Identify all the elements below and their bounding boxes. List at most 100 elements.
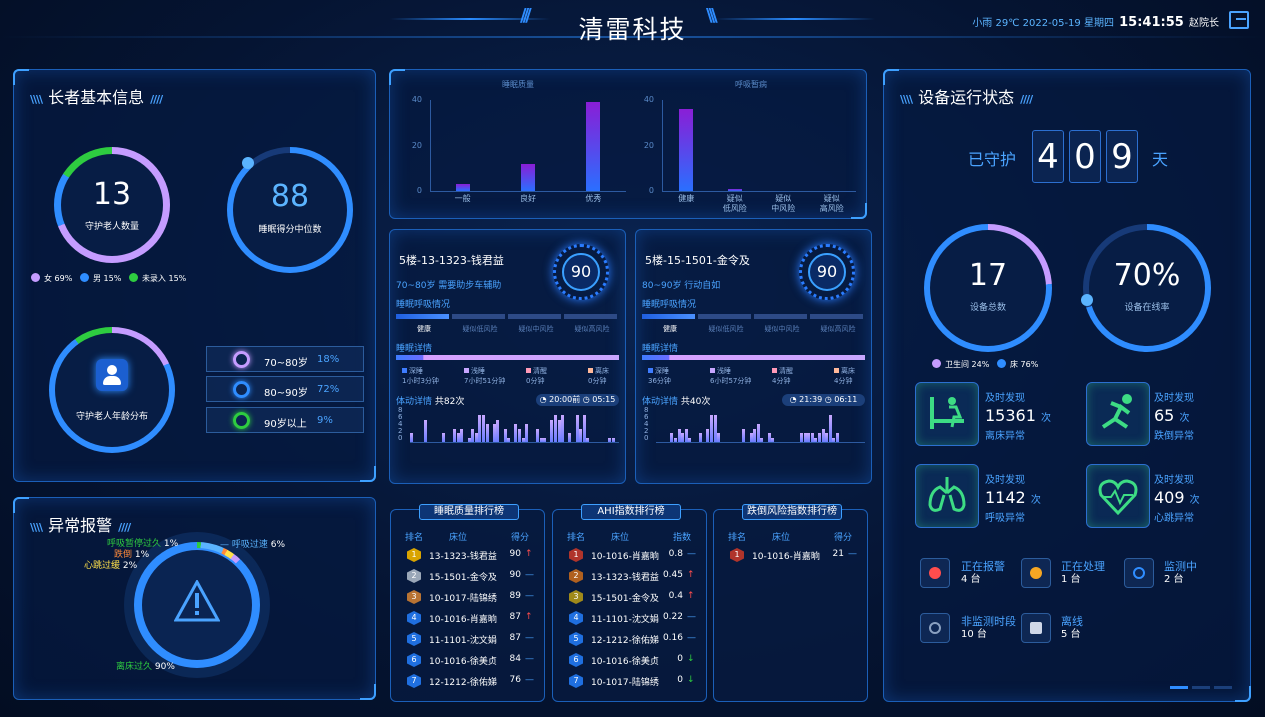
movement-y-tick: 2 — [398, 427, 403, 435]
legend-unrecorded: 未录入 15% — [128, 273, 186, 283]
movement-title: 体动详情 共82次 — [396, 394, 464, 407]
movement-bar — [543, 437, 547, 442]
stat-color-icon — [464, 368, 469, 373]
pager-dot[interactable] — [1214, 686, 1232, 689]
table-row[interactable]: 6 10-1016-徐美贞 0 ↓ — [553, 651, 708, 671]
chart-title-sleep: 睡眠质量 — [502, 80, 534, 89]
sleep-score-value: 90 — [562, 253, 600, 291]
ranking-title: 睡眠质量排行榜 — [419, 504, 519, 520]
movement-bar — [677, 428, 681, 442]
elder-card-1[interactable]: 5楼-13-1323-钱君益 70~80岁 需要助步车辅助 90 睡眠呼吸情况 健康 疑似… — [389, 229, 626, 484]
table-row[interactable]: 7 12-1212-徐佑娣 76 — — [391, 672, 546, 692]
pager-dot-active[interactable] — [1170, 686, 1188, 689]
device-online-label: 设备在线率 — [1124, 303, 1170, 313]
table-row[interactable]: 1 10-1016-肖嘉晌 21 — — [714, 546, 869, 566]
device-online-value: 70% — [1113, 258, 1181, 293]
detect-leave-bed: 及时发现 15361 次离床异常 — [985, 393, 1051, 442]
movement-y-tick: 0 — [644, 434, 649, 442]
movement-bar — [611, 437, 615, 442]
movement-bar — [474, 433, 478, 442]
table-row[interactable]: 5 11-1101-沈文娟 87 — — [391, 630, 546, 650]
status-offline[interactable]: 离线 5 台 — [1061, 615, 1083, 640]
stat-color-icon — [710, 368, 715, 373]
time-range-pill[interactable]: ◔ 21:39 ◷ 06:11 — [782, 394, 865, 406]
header-baseline — [0, 36, 1265, 38]
movement-bar — [828, 415, 832, 442]
trend-icon: ↑ — [687, 570, 695, 580]
movement-bar — [749, 433, 753, 442]
table-row[interactable]: 1 13-1323-钱君益 90 ↑ — [391, 546, 546, 566]
movement-bar — [608, 437, 611, 442]
lungs-icon — [915, 464, 979, 528]
status-alarming[interactable]: 正在报警 4 台 — [961, 560, 1005, 585]
table-row[interactable]: 6 10-1016-徐美贞 84 — — [391, 651, 546, 671]
stat-key: 离床 — [595, 367, 609, 375]
movement-bar — [814, 437, 818, 442]
stat-key: 清醒 — [779, 367, 793, 375]
elder-card-2[interactable]: 5楼-15-1501-金令及 80~90岁 行动自如 90 睡眠呼吸情况 健康 疑似低风险… — [635, 229, 872, 484]
table-row[interactable]: 2 15-1501-金令及 90 — — [391, 567, 546, 587]
y-tick-label: 40 — [411, 95, 422, 104]
risk-label: 疑似高风险 — [820, 325, 856, 333]
rank-badge: 7 — [407, 674, 421, 688]
rank-badge: 5 — [407, 632, 421, 646]
stat-value: 0分钟 — [526, 377, 545, 385]
movement-bar — [674, 437, 677, 442]
trend-icon: — — [687, 633, 696, 643]
alarm-label-fall: 跌倒 1% — [114, 550, 150, 560]
status-off-hours[interactable]: 非监测时段 10 台 — [961, 615, 1016, 640]
header-line-left — [390, 18, 550, 20]
table-row[interactable]: 4 11-1101-沈文娟 0.22 — — [553, 609, 708, 629]
start-time: 21:39 — [799, 395, 823, 404]
logout-icon[interactable] — [1229, 11, 1249, 29]
movement-y-tick: 2 — [644, 427, 649, 435]
row-score: 87 — [509, 633, 521, 643]
table-row[interactable]: 7 10-1017-陆锦绣 0 ↓ — [553, 672, 708, 692]
age-row-70-80: 70~80岁 18% — [206, 346, 364, 372]
risk-segment — [396, 314, 449, 319]
user-name[interactable]: 赵院长 — [1189, 18, 1219, 29]
sleep-stage-bar — [642, 355, 865, 360]
stat-color-icon — [772, 368, 777, 373]
offline-icon — [1021, 613, 1051, 643]
bed-name: 10-1017-陆锦绣 — [429, 594, 497, 604]
movement-bar — [810, 433, 814, 442]
elder-count-ring: 13 守护老人数量 — [54, 147, 170, 263]
device-total-label: 设备总数 — [969, 303, 1006, 313]
movement-bar — [699, 433, 703, 442]
clock-time: 15:41:55 — [1119, 15, 1184, 30]
stat-value: 7小时51分钟 — [464, 377, 506, 385]
row-score: 0.8 — [668, 549, 683, 559]
alarm-title: \\\\ 异常报警//// — [30, 516, 131, 535]
row-score: 0 — [677, 675, 683, 685]
movement-bar — [568, 433, 572, 442]
breathing-chart: 40 20 0 健康 疑似 低风险 疑似 中风险 疑似 高风险 — [390, 70, 868, 220]
elder-info-title: \\\\ 长者基本信息//// — [30, 88, 163, 107]
table-row[interactable]: 4 10-1016-肖嘉晌 87 ↑ — [391, 609, 546, 629]
movement-bar — [485, 424, 489, 442]
table-row[interactable]: 5 12-1212-徐佑娣 0.16 — — [553, 630, 708, 650]
device-status-panel: \\\\ 设备运行状态//// 已守护 4 0 9 天 17 设备总数 70% 设… — [883, 69, 1251, 702]
table-row[interactable]: 3 15-1501-金令及 0.4 ↑ — [553, 588, 708, 608]
table-row[interactable]: 1 10-1016-肖嘉晌 0.8 — — [553, 546, 708, 566]
pager-dot[interactable] — [1192, 686, 1210, 689]
table-row[interactable]: 2 13-1323-钱君益 0.45 ↑ — [553, 567, 708, 587]
status-monitoring[interactable]: 监测中 2 台 — [1164, 560, 1197, 585]
detect-heart: 及时发现 409 次心跳异常 — [1154, 475, 1200, 524]
sleep-score-badge: 90 — [799, 244, 855, 300]
movement-bar — [832, 437, 836, 442]
rank-badge: 1 — [569, 548, 583, 562]
device-legend: 卫生间 24% 床 76% — [932, 359, 1038, 370]
row-score: 0.4 — [668, 591, 683, 601]
y-tick-label: 20 — [411, 140, 422, 150]
ranking-header: 指数 — [673, 533, 692, 543]
alarm-label-slow-heart: 心跳过缓 2% — [84, 561, 138, 571]
table-row[interactable]: 3 10-1017-陆锦绣 89 — — [391, 588, 546, 608]
movement-bar — [681, 433, 685, 442]
movement-bar — [471, 428, 475, 442]
bed-name: 10-1016-肖嘉晌 — [429, 615, 497, 625]
time-range-pill[interactable]: ◔ 20:00前 ◷ 05:15 — [536, 394, 619, 406]
alarming-icon — [920, 558, 950, 588]
status-processing[interactable]: 正在处理 1 台 — [1061, 560, 1105, 585]
sleep-stat: 浅睡 6小时57分钟 — [710, 366, 751, 386]
